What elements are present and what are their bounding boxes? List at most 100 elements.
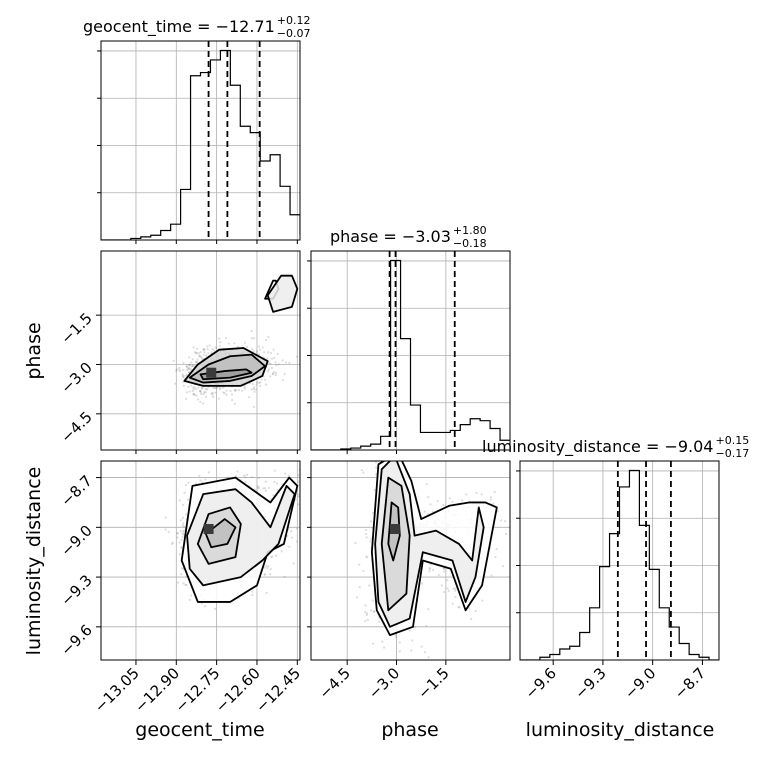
- scatter-point: [200, 356, 203, 359]
- scatter-point: [190, 384, 193, 387]
- scatter-point: [256, 485, 259, 488]
- scatter-point: [193, 386, 196, 389]
- scatter-point: [206, 388, 209, 391]
- scatter-point: [192, 393, 195, 396]
- scatter-point: [446, 587, 449, 590]
- scatter-point: [428, 570, 431, 573]
- scatter-point: [195, 388, 198, 391]
- scatter-point: [398, 650, 402, 653]
- scatter-point: [411, 455, 413, 457]
- scatter-point: [283, 575, 286, 579]
- scatter-point: [286, 534, 289, 538]
- scatter-point: [175, 369, 178, 372]
- scatter-point: [420, 582, 424, 585]
- scatter-point: [288, 545, 291, 548]
- scatter-point: [237, 345, 240, 348]
- scatter-point: [264, 487, 267, 490]
- axes-frames-layer: [100, 40, 720, 661]
- scatter-point: [273, 480, 276, 484]
- scatter-point: [237, 389, 241, 392]
- scatter-point: [356, 596, 359, 599]
- scatter-point: [198, 474, 201, 477]
- scatter-point: [171, 541, 174, 544]
- title-text: geocent_time = −12.71: [83, 17, 275, 37]
- scatter-point: [475, 491, 478, 494]
- scatter-point: [375, 466, 378, 469]
- scatter-point: [251, 382, 254, 386]
- scatter-point: [198, 354, 201, 357]
- scatter-point: [182, 374, 185, 377]
- scatter-point: [193, 350, 196, 354]
- scatter-point: [437, 573, 440, 577]
- scatter-point: [272, 348, 275, 351]
- scatter-point: [188, 390, 191, 393]
- scatter-point: [451, 500, 454, 503]
- scatter-point: [266, 370, 269, 373]
- title-text: luminosity_distance = −9.04: [482, 437, 713, 457]
- y-tick-label-luminosity_distance: −9.6: [57, 621, 95, 659]
- title-lower-error: −0.18: [453, 237, 487, 250]
- scatter-point: [181, 368, 185, 372]
- scatter-point: [363, 610, 367, 614]
- scatter-point: [212, 395, 215, 398]
- scatter-point: [266, 566, 269, 570]
- cells-layer: [101, 41, 719, 660]
- scatter-point: [199, 479, 202, 482]
- scatter-point: [281, 379, 284, 382]
- scatter-point: [190, 594, 193, 597]
- scatter-point: [258, 381, 261, 384]
- scatter-point: [176, 581, 180, 584]
- scatter-point: [250, 336, 254, 340]
- scatter-point: [301, 558, 303, 560]
- scatter-point: [274, 554, 278, 557]
- scatter-point: [188, 366, 191, 370]
- scatter-point: [267, 565, 270, 568]
- axes-frame-phase-phase: [310, 250, 511, 451]
- scatter-point: [201, 481, 204, 484]
- scatter-point: [186, 498, 190, 501]
- scatter-point: [264, 480, 267, 483]
- scatter-point: [198, 355, 201, 358]
- scatter-point: [180, 567, 183, 570]
- scatter-point: [204, 387, 208, 391]
- scatter-point: [191, 364, 194, 368]
- scatter-point: [195, 347, 199, 351]
- scatter-point: [195, 352, 198, 355]
- scatter-point: [233, 402, 236, 405]
- scatter-point: [502, 565, 505, 568]
- x-axis-label-phase: phase: [381, 719, 438, 741]
- scatter-point: [382, 455, 384, 457]
- scatter-point: [354, 542, 357, 545]
- x-axis-label-geocent_time: geocent_time: [135, 719, 264, 741]
- scatter-point: [284, 472, 287, 475]
- scatter-point: [489, 498, 492, 501]
- scatter-point: [170, 542, 173, 546]
- scatter-point: [401, 432, 403, 434]
- scatter-point: [179, 530, 182, 533]
- scatter-point: [257, 476, 260, 480]
- scatter-point: [272, 371, 276, 374]
- scatter-point: [178, 499, 181, 502]
- scatter-point: [181, 535, 184, 539]
- scatter-point: [225, 336, 228, 340]
- scatter-point: [389, 439, 391, 441]
- scatter-point: [200, 392, 203, 396]
- scatter-point: [364, 528, 368, 532]
- scatter-point: [442, 590, 445, 594]
- scatter-point: [180, 545, 183, 549]
- scatter-point: [223, 392, 226, 395]
- scatter-point: [189, 368, 192, 371]
- x-tick-label-phase: −3.0: [365, 664, 403, 702]
- axes-frame-phase-geocent_time: [100, 250, 301, 451]
- scatter-point: [427, 496, 430, 499]
- scatter-point: [202, 392, 205, 396]
- scatter-point: [267, 351, 270, 354]
- scatter-point: [256, 487, 259, 490]
- scatter-point: [204, 478, 207, 481]
- x-tick-label-phase: −4.5: [316, 664, 354, 702]
- scatter-point: [410, 649, 413, 652]
- scatter-point: [272, 494, 275, 497]
- gridlines-layer: [101, 41, 719, 660]
- scatter-point: [305, 486, 307, 488]
- scatter-point: [454, 589, 457, 592]
